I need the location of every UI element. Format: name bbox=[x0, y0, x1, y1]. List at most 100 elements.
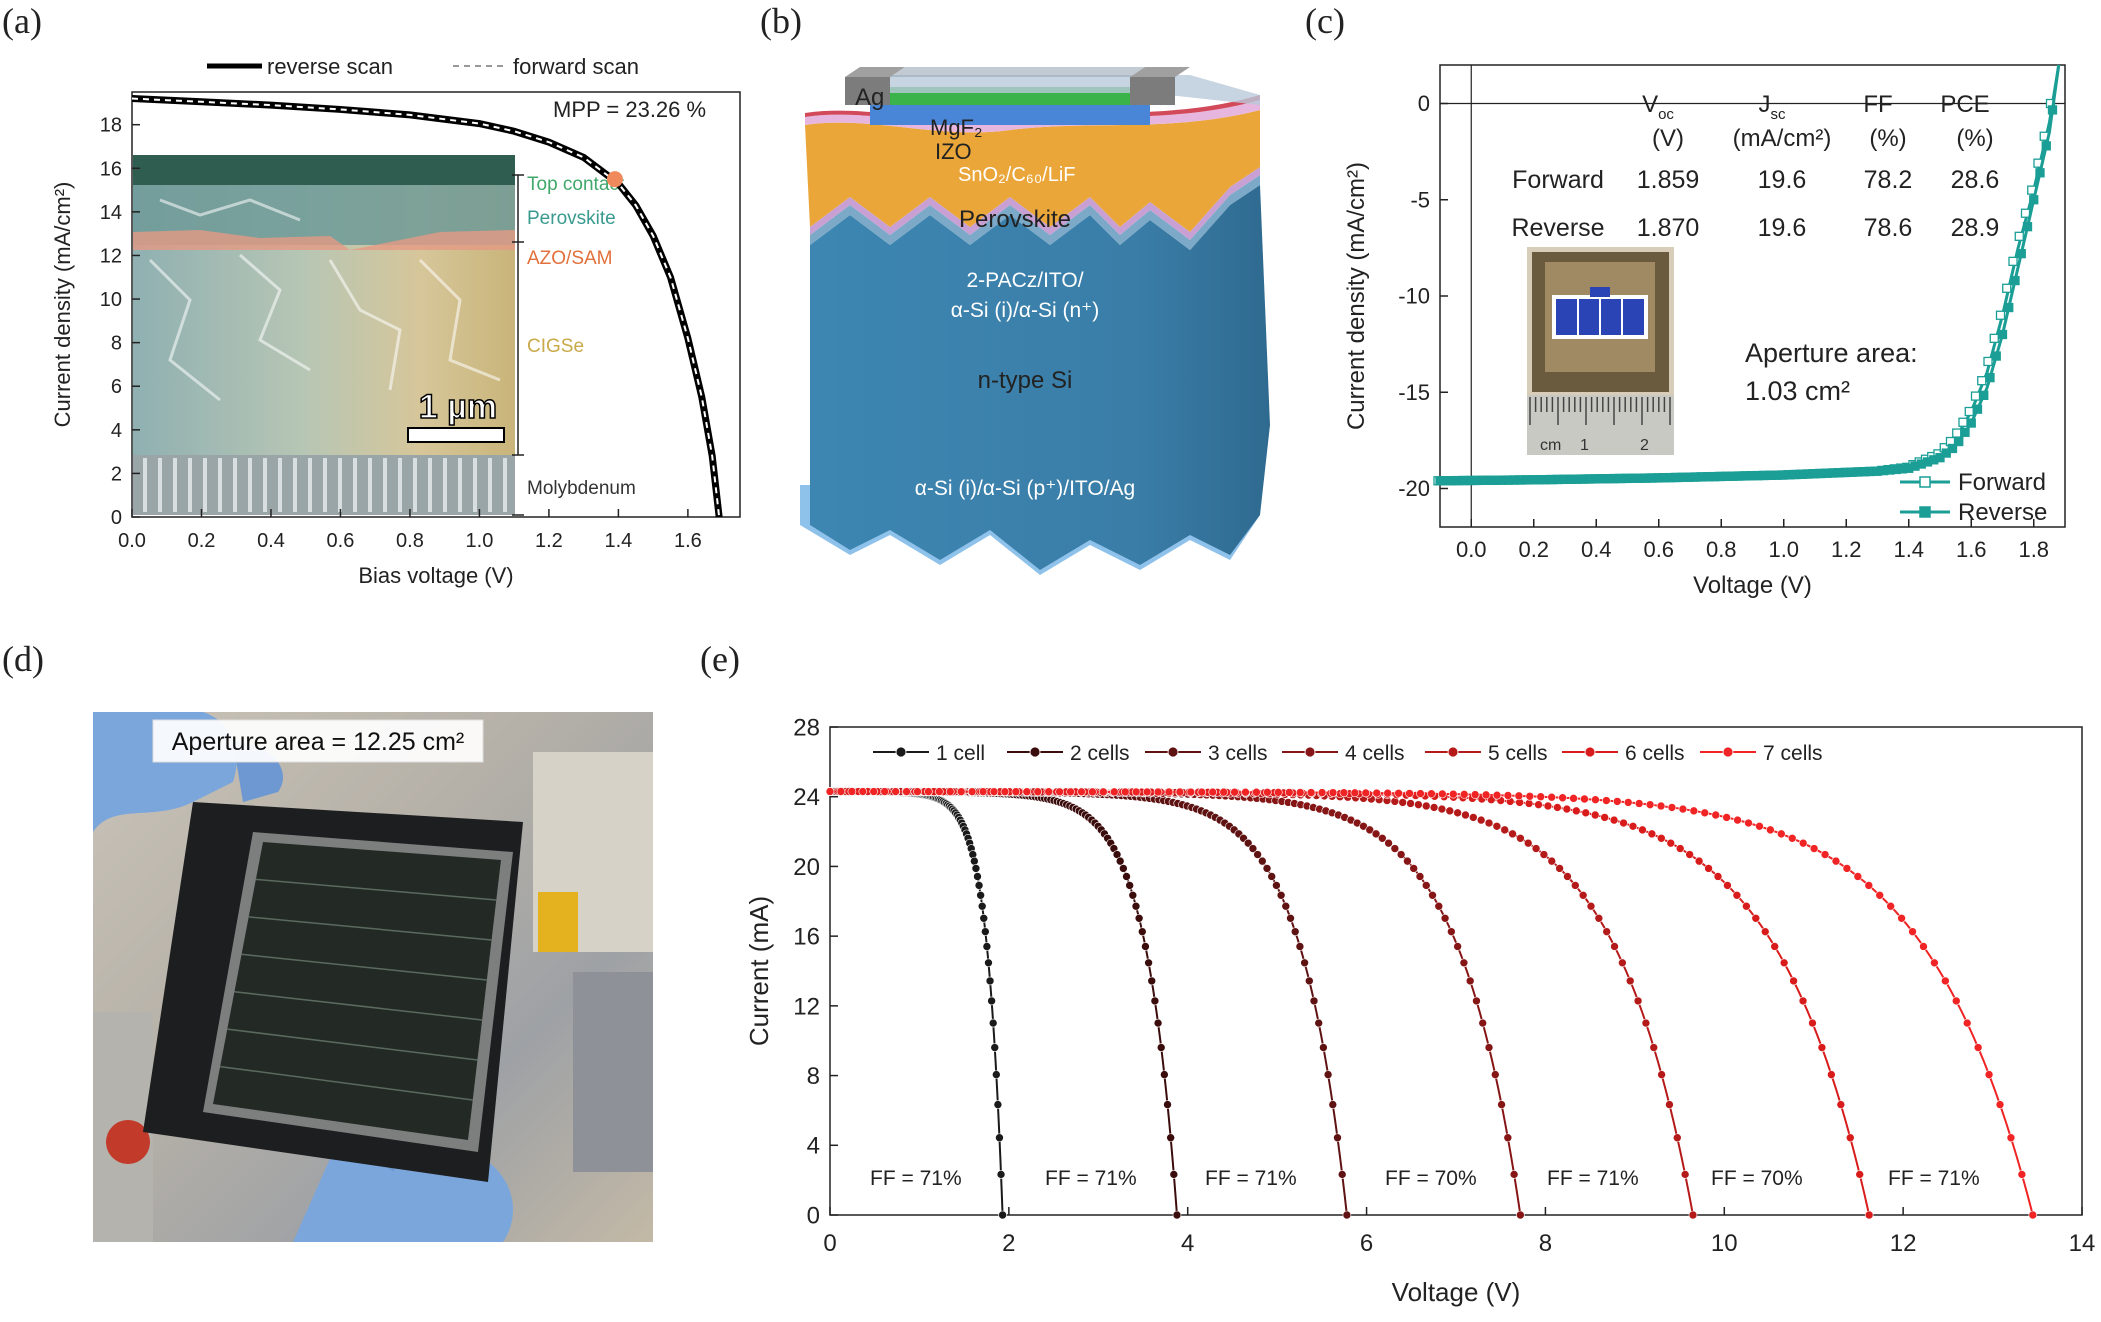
iv-marker bbox=[1398, 798, 1408, 807]
iv-marker bbox=[1186, 787, 1196, 797]
iv-marker bbox=[1306, 788, 1316, 797]
iv-curve-4 bbox=[829, 790, 1522, 1216]
iv-marker bbox=[1219, 787, 1228, 797]
ruler-label-cm: cm bbox=[1540, 437, 1561, 454]
iv-marker bbox=[1323, 1070, 1333, 1079]
legend-label-forward: Forward bbox=[1958, 469, 2046, 496]
iv-marker bbox=[1128, 890, 1138, 900]
x-axis-label: Voltage (V) bbox=[1392, 1277, 1521, 1307]
iv-marker bbox=[1600, 813, 1609, 822]
legend-marker bbox=[1447, 746, 1459, 758]
iv-marker bbox=[1602, 927, 1611, 936]
aperture-caption-d: Aperture area = 12.25 cm² bbox=[172, 728, 465, 756]
marker-reverse bbox=[2022, 222, 2033, 232]
iv-marker bbox=[1569, 794, 1578, 803]
iv-marker bbox=[1831, 856, 1841, 866]
legend-label: 4 cells bbox=[1345, 742, 1405, 765]
iv-marker bbox=[1733, 815, 1742, 825]
y-tick-label: -20 bbox=[1398, 476, 1430, 501]
iv-marker bbox=[1033, 787, 1043, 797]
iv-marker bbox=[1547, 856, 1557, 866]
iv-marker bbox=[1394, 788, 1403, 798]
legend-label-forward: forward scan bbox=[513, 54, 639, 79]
iv-marker bbox=[1590, 810, 1600, 820]
performance-table: Voc(V) Jsc(mA/cm²) FF (%) PCE (%) Forward 1.859… bbox=[1511, 91, 1999, 242]
iv-marker bbox=[1137, 927, 1147, 936]
label-asi-n: α-Si (i)/α-Si (n⁺) bbox=[951, 299, 1100, 322]
x-tick-label: 0.8 bbox=[1706, 537, 1737, 562]
iv-marker bbox=[1134, 913, 1144, 923]
ag-bar-left bbox=[845, 77, 890, 105]
iv-marker bbox=[1295, 942, 1305, 951]
table-header: Jsc bbox=[1759, 91, 1787, 123]
y-tick-label: 12 bbox=[793, 993, 820, 1020]
iv-marker bbox=[1383, 788, 1392, 798]
table-unit: (%) bbox=[1869, 125, 1906, 152]
mpp-marker bbox=[606, 171, 623, 188]
x-tick-label: 2 bbox=[1002, 1230, 1015, 1257]
y-tick-label: 14 bbox=[100, 202, 122, 224]
ff-label-4: FF = 70% bbox=[1385, 1167, 1477, 1190]
x-tick-label: 1.8 bbox=[2018, 537, 2049, 562]
iv-marker bbox=[1744, 818, 1753, 828]
iv-marker bbox=[1820, 850, 1830, 859]
iv-marker bbox=[1845, 1133, 1855, 1143]
iv-marker bbox=[1342, 1210, 1352, 1220]
iv-marker bbox=[1447, 927, 1456, 936]
y-axis-label: Current density (mA/cm²) bbox=[50, 182, 75, 428]
x-tick-label: 6 bbox=[1360, 1230, 1373, 1257]
iv-marker bbox=[1490, 1070, 1500, 1079]
iv-marker bbox=[1314, 1018, 1324, 1028]
iv-marker bbox=[1469, 813, 1478, 822]
iv-marker bbox=[1645, 800, 1655, 809]
iv-marker bbox=[993, 1100, 1003, 1109]
iv-marker bbox=[956, 787, 966, 796]
marker-forward bbox=[1989, 333, 1999, 344]
panel-label-d: (d) bbox=[2, 639, 44, 679]
legend-label-reverse: reverse scan bbox=[267, 54, 393, 79]
iv-marker bbox=[1678, 804, 1688, 814]
iv-marker bbox=[1755, 821, 1764, 831]
iv-marker bbox=[1044, 787, 1053, 797]
marker-reverse bbox=[2035, 168, 2045, 178]
iv-marker bbox=[1497, 1100, 1506, 1109]
label-perovskite: Perovskite bbox=[959, 206, 1071, 233]
y-tick-label: 8 bbox=[807, 1063, 820, 1090]
iv-marker bbox=[1284, 788, 1294, 797]
legend-label-reverse: Reverse bbox=[1958, 499, 2047, 526]
legend-marker bbox=[1722, 746, 1734, 758]
ff-label-7: FF = 71% bbox=[1888, 1167, 1980, 1190]
x-tick-label: 1.6 bbox=[1956, 537, 1987, 562]
ruler-label-2: 2 bbox=[1640, 437, 1649, 454]
iv-marker bbox=[1263, 788, 1272, 797]
iv-marker bbox=[1055, 787, 1064, 797]
iv-marker bbox=[1809, 844, 1819, 853]
y-tick-label: 10 bbox=[100, 289, 122, 311]
label-asi-p: α-Si (i)/α-Si (p⁺)/ITO/Ag bbox=[915, 477, 1136, 500]
y-tick-label: 0 bbox=[1418, 91, 1430, 116]
iv-marker bbox=[1995, 1100, 2005, 1109]
x-axis-label: Voltage (V) bbox=[1693, 572, 1812, 599]
iv-marker bbox=[1649, 1043, 1659, 1052]
legend-marker bbox=[1167, 746, 1179, 758]
marker-reverse bbox=[2016, 248, 2026, 259]
module-cell-line bbox=[227, 1028, 478, 1061]
table-cell: 19.6 bbox=[1758, 214, 1807, 242]
iv-marker bbox=[1390, 844, 1400, 853]
iv-marker bbox=[1722, 813, 1731, 822]
marker-reverse bbox=[1954, 436, 1964, 447]
iv-marker bbox=[1476, 815, 1486, 825]
iv-marker bbox=[913, 787, 922, 796]
marker-reverse bbox=[1947, 443, 1958, 454]
y-tick-label: 2 bbox=[111, 463, 122, 485]
inset-layer-labels: Top contact Perovskite AZO/SAM CIGSe Molybde… bbox=[527, 174, 636, 499]
iv-marker bbox=[1099, 787, 1108, 797]
table-header: PCE bbox=[1940, 91, 1989, 118]
iv-marker bbox=[858, 787, 868, 796]
legend-marker bbox=[1304, 746, 1316, 758]
iv-marker bbox=[1492, 821, 1502, 831]
iv-marker bbox=[847, 787, 857, 796]
iv-marker bbox=[974, 881, 984, 890]
iv-marker bbox=[1539, 850, 1549, 859]
iv-marker bbox=[1309, 996, 1319, 1006]
